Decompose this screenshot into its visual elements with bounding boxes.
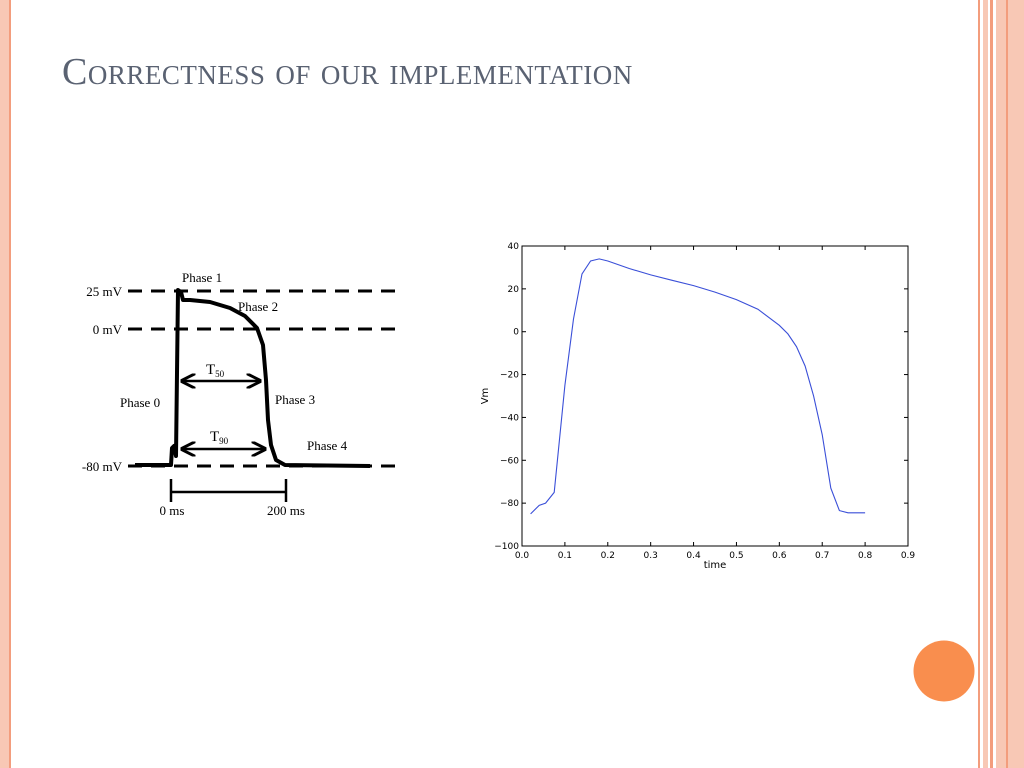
y-tick-label: 20 [508,285,520,295]
action-potential-diagram: 25 mV 0 mV -80 mV Phase 1 Phase 2 Phase … [82,270,400,518]
series-line-vm [530,258,866,515]
x-tick-label: 0.8 [858,551,873,561]
y-tick-label: 40 [508,242,520,252]
slide-title: Correctness of our implementation [62,51,633,93]
level-label-80mv: -80 mV [82,459,123,474]
x-tick-label: 0.4 [686,551,701,561]
phase-4-label: Phase 4 [307,438,348,453]
x-tick-label: 0.7 [815,551,829,561]
x-tick-label: 0.1 [558,551,572,561]
y-tick-label: −60 [500,456,519,466]
x-tick-label: 0.9 [901,551,916,561]
phase-3-label: Phase 3 [275,392,315,407]
y-tick-label: −20 [500,371,519,381]
time-label-200ms: 200 ms [267,503,305,518]
y-tick-label: 0 [513,328,519,338]
t50-label: T50 [206,362,225,379]
phase-0-label: Phase 0 [120,395,160,410]
vm-line-chart: 0.0 0.1 0.2 0.3 0.4 0.5 0.6 0.7 0.8 0.9 −100 −80 −6… [480,242,916,571]
level-label-25mv: 25 mV [86,284,122,299]
y-axis-label: Vm [480,388,491,405]
phase-2-label: Phase 2 [238,299,278,314]
x-tick-label: 0.0 [515,551,530,561]
plot-frame [521,245,909,547]
action-potential-curve [135,288,371,468]
time-label-0ms: 0 ms [160,503,185,518]
decorative-circle [913,640,975,702]
phase-1-label: Phase 1 [182,270,222,285]
x-tick-label: 0.5 [729,551,743,561]
y-tick-label: −80 [500,499,519,509]
x-tick-label: 0.2 [601,551,615,561]
x-axis-label: time [704,560,727,571]
y-tick-label: −100 [494,542,519,552]
y-tick-label: −40 [500,413,519,423]
level-label-0mv: 0 mV [93,322,123,337]
x-tick-label: 0.6 [772,551,787,561]
x-tick-label: 0.3 [644,551,658,561]
t90-label: T90 [210,429,229,446]
